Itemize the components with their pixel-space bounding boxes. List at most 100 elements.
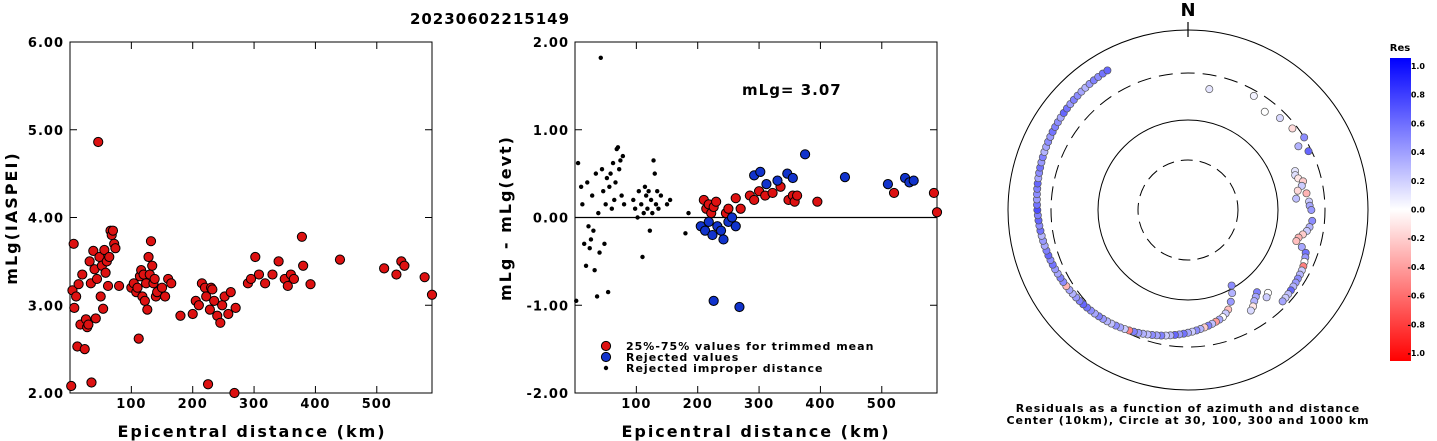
data-point (88, 245, 99, 256)
data-point (296, 231, 308, 242)
data-point (605, 289, 611, 295)
data-point (580, 202, 585, 207)
data-point (582, 241, 587, 247)
data-point (215, 317, 226, 328)
data-point (699, 225, 711, 236)
polar-caption-line-1: Residuals as a function of azimuth and d… (1016, 402, 1360, 415)
colorbar-tick-label: 0.6 (1411, 119, 1426, 128)
panel-mlg-xlabel: Epicentral distance (km) (117, 422, 386, 441)
data-point (931, 207, 943, 218)
panel-residual-xlabel: Epicentral distance (km) (621, 422, 890, 441)
data-point (597, 250, 602, 255)
data-point (635, 215, 640, 220)
station-point (1293, 186, 1302, 195)
0-xtick-label: 400 (300, 397, 330, 412)
data-point (202, 379, 214, 390)
data-point (149, 273, 160, 285)
data-point (587, 246, 592, 251)
data-point (599, 167, 605, 172)
data-point (812, 196, 823, 207)
1-xtick-label: 100 (621, 397, 651, 412)
data-point (655, 188, 660, 194)
data-point (755, 166, 766, 177)
data-point (95, 291, 106, 302)
panel-residual: 100 200 300 400 500 -2.00 -1.00 0.00 1.00 2.00 mL… (496, 36, 943, 441)
data-point (583, 263, 589, 268)
data-point (639, 202, 644, 207)
data-point (616, 167, 622, 172)
data-point (282, 280, 293, 292)
data-point (667, 197, 673, 203)
data-point (787, 172, 798, 184)
1-xtick-label: 400 (805, 397, 835, 412)
station-point (1302, 189, 1311, 198)
panel-residual-ylabel: mLg - mLg(evt) (496, 135, 515, 301)
station-point (1276, 114, 1284, 122)
station-point (1227, 281, 1236, 290)
colorbar-title: Res (1390, 43, 1410, 54)
station-point (1260, 107, 1269, 116)
1-xtick-label: 500 (867, 397, 897, 412)
station-point (1246, 306, 1255, 315)
data-point (574, 298, 579, 304)
data-point (603, 202, 608, 207)
0-xtick-label: 200 (178, 397, 208, 412)
data-point (602, 241, 607, 247)
0-xtick-label: 500 (362, 397, 392, 412)
data-point (609, 206, 615, 211)
station-point (1278, 297, 1287, 306)
data-point (726, 212, 738, 223)
data-point (598, 55, 603, 60)
0-ytick-label: 4.00 (28, 212, 64, 227)
data-point (104, 251, 115, 263)
data-point (102, 280, 114, 292)
data-point (645, 206, 650, 211)
station-point (1228, 289, 1237, 298)
data-point (730, 221, 741, 232)
colorbar-tick-label: -0.4 (1408, 263, 1426, 272)
data-point (187, 308, 198, 320)
panel-polar: N Residuals as a function of azimuth and… (1006, 0, 1368, 427)
data-point (641, 210, 646, 216)
0-ytick-label: 6.00 (28, 36, 64, 51)
data-point (650, 210, 655, 216)
data-point (69, 302, 80, 313)
data-point (288, 273, 300, 285)
data-point (99, 244, 110, 256)
data-point (656, 206, 661, 211)
data-point (86, 377, 97, 388)
data-point (591, 228, 596, 233)
data-point (631, 197, 636, 203)
data-point (84, 256, 95, 267)
0-ytick-label: 3.00 (28, 299, 64, 314)
data-point (334, 254, 346, 265)
colorbar-tick-label: -1.0 (1408, 349, 1426, 358)
colorbar-tick-label: 0.8 (1411, 91, 1426, 100)
data-point (612, 197, 617, 203)
data-point (575, 160, 581, 166)
station-point (1294, 142, 1303, 151)
data-point (585, 180, 590, 185)
data-point (708, 295, 719, 306)
station-point (1300, 133, 1309, 142)
data-point (66, 380, 77, 392)
data-point (419, 272, 430, 283)
data-point (133, 333, 144, 344)
data-point (209, 295, 220, 306)
data-point (621, 202, 627, 207)
data-point (596, 210, 601, 216)
data-point (658, 193, 664, 198)
ring-300km (1050, 72, 1326, 348)
data-point (588, 237, 594, 242)
data-point (267, 269, 278, 280)
1-ytick-label: 0.00 (533, 212, 569, 227)
data-point (715, 225, 727, 236)
data-point (643, 193, 649, 198)
data-point (68, 238, 79, 249)
data-point (79, 344, 90, 355)
panel-mlg-frame (69, 41, 433, 394)
data-point (718, 234, 729, 245)
data-point (589, 193, 595, 198)
colorbar-tick-label: 0.2 (1411, 177, 1425, 186)
